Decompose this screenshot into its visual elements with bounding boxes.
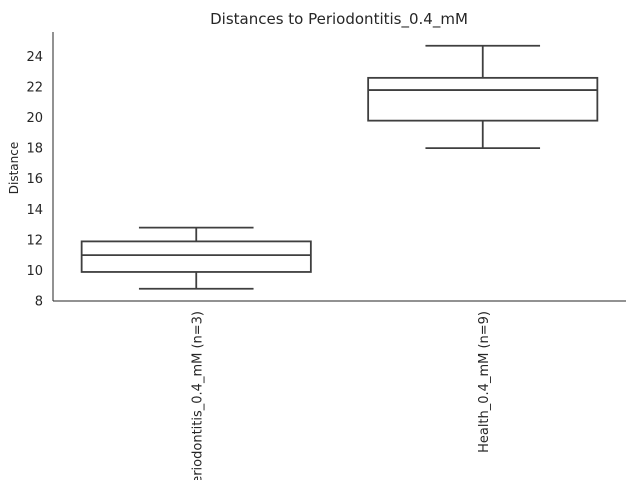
x-category-label: Periodontitis_0.4_mM (n=3) (190, 311, 205, 480)
x-category-label: Health_0.4_mM (n=9) (477, 311, 492, 453)
y-tick-label: 8 (35, 295, 43, 310)
y-tick-label: 22 (26, 81, 43, 96)
y-tick-label: 14 (26, 203, 43, 218)
y-tick-label: 18 (26, 142, 43, 157)
plot-area: 8 10 12 14 16 18 20 22 24 Periodontitis_0.4_mM (n… (26, 32, 626, 480)
y-tick-label: 12 (26, 233, 43, 248)
y-tick-label: 10 (26, 264, 43, 279)
y-tick-label: 24 (26, 50, 43, 65)
box-iqr (80, 240, 312, 273)
y-tick-label: 16 (26, 172, 43, 187)
y-tick-label: 20 (26, 111, 43, 126)
box-iqr (367, 76, 599, 122)
chart-title: Distances to Periodontitis_0.4_mM (210, 10, 468, 29)
y-axis-label: Distance (7, 142, 21, 194)
